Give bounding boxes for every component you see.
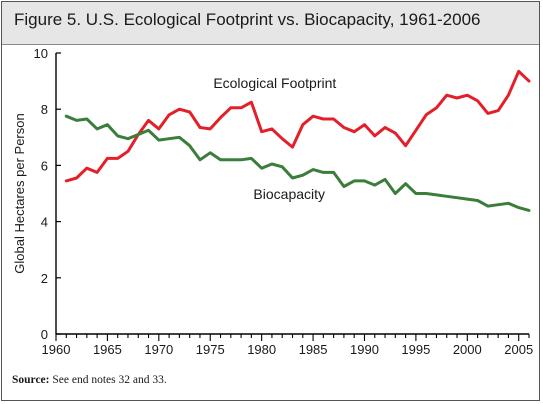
figure-title: Figure 5. U.S. Ecological Footprint vs. … (14, 10, 481, 29)
y-axis-label: Global Hectares per Person (12, 113, 27, 273)
x-tick-label: 1990 (350, 342, 379, 357)
ecological-footprint-label: Ecological Footprint (213, 75, 336, 91)
y-tick-label: 4 (41, 215, 48, 230)
x-tick-label: 1960 (42, 342, 71, 357)
y-tick-label: 6 (41, 158, 48, 173)
x-tick-label: 1970 (144, 342, 173, 357)
ecological-footprint-line (64, 69, 531, 183)
y-tick-label: 10 (34, 46, 48, 61)
x-tick-label: 1980 (247, 342, 276, 357)
source-label: Source: (12, 374, 50, 386)
x-tick-label: 1985 (299, 342, 328, 357)
source-note: Source: See end notes 32 and 33. (12, 374, 167, 386)
y-tick-label: 2 (41, 271, 48, 286)
source-text: See end notes 32 and 33. (49, 374, 167, 386)
y-tick-label: 0 (41, 327, 48, 342)
x-tick-label: 2005 (504, 342, 533, 357)
y-tick-label: 8 (41, 102, 48, 117)
figure-header: Figure 5. U.S. Ecological Footprint vs. … (2, 2, 539, 45)
x-tick-label: 1965 (93, 342, 122, 357)
x-tick-label: 1975 (196, 342, 225, 357)
x-tick-label: 2000 (453, 342, 482, 357)
biocapacity-line (64, 114, 531, 212)
x-tick-label: 1995 (401, 342, 430, 357)
biocapacity-label: Biocapacity (253, 186, 325, 202)
